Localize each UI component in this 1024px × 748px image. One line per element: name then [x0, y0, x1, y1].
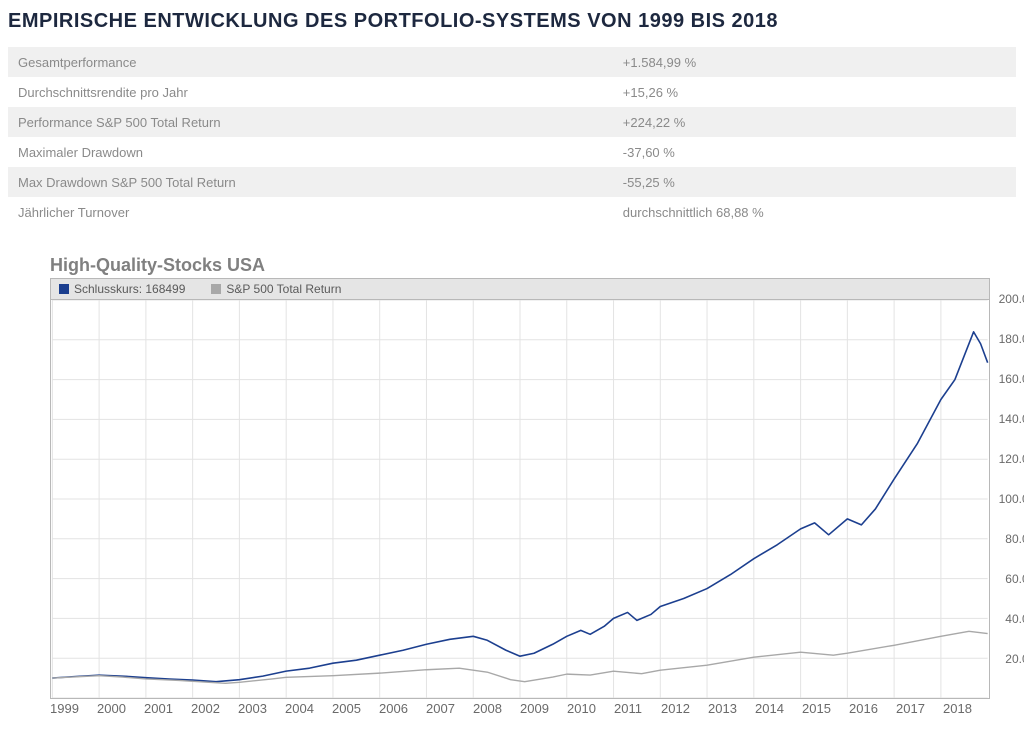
- x-tick-label: 2011: [614, 701, 661, 716]
- x-tick-label: 2002: [191, 701, 238, 716]
- x-tick-label: 2005: [332, 701, 379, 716]
- legend-swatch: [59, 284, 69, 294]
- metrics-value: -37,60 %: [613, 137, 1016, 167]
- x-tick-label: 2000: [97, 701, 144, 716]
- y-tick-label: 120.000: [999, 452, 1024, 466]
- chart-title: High-Quality-Stocks USA: [50, 255, 1016, 276]
- metrics-row: Maximaler Drawdown-37,60 %: [8, 137, 1016, 167]
- y-tick-label: 60.000: [1005, 572, 1024, 586]
- metrics-value: durchschnittlich 68,88 %: [613, 197, 1016, 227]
- x-tick-label: 2001: [144, 701, 191, 716]
- x-tick-label: 1999: [50, 701, 97, 716]
- metrics-row: Jährlicher Turnoverdurchschnittlich 68,8…: [8, 197, 1016, 227]
- y-tick-label: 100.000: [999, 492, 1024, 506]
- y-tick-label: 80.000: [1005, 532, 1024, 546]
- chart-legend: Schlusskurs: 168499 S&P 500 Total Return: [50, 278, 990, 299]
- metrics-label: Max Drawdown S&P 500 Total Return: [8, 167, 613, 197]
- x-axis-labels: 1999200020012002200320042005200620072008…: [50, 701, 990, 716]
- x-tick-label: 2008: [473, 701, 520, 716]
- y-tick-label: 140.000: [999, 412, 1024, 426]
- metrics-value: -55,25 %: [613, 167, 1016, 197]
- x-tick-label: 2004: [285, 701, 332, 716]
- legend-item: S&P 500 Total Return: [211, 282, 341, 296]
- y-tick-label: 20.000: [1005, 652, 1024, 666]
- metrics-row: Durchschnittsrendite pro Jahr+15,26 %: [8, 77, 1016, 107]
- legend-item: Schlusskurs: 168499: [59, 282, 185, 296]
- chart-container: High-Quality-Stocks USA Schlusskurs: 168…: [8, 255, 1016, 716]
- y-tick-label: 200.000: [999, 292, 1024, 306]
- chart-plot: [50, 299, 990, 699]
- x-tick-label: 2012: [661, 701, 708, 716]
- x-tick-label: 2006: [379, 701, 426, 716]
- y-tick-label: 160.000: [999, 372, 1024, 386]
- metrics-label: Maximaler Drawdown: [8, 137, 613, 167]
- metrics-row: Gesamtperformance+1.584,99 %: [8, 47, 1016, 77]
- x-tick-label: 2017: [896, 701, 943, 716]
- legend-label: Schlusskurs: 168499: [74, 282, 185, 296]
- metrics-table: Gesamtperformance+1.584,99 %Durchschnitt…: [8, 47, 1016, 227]
- y-tick-label: 180.000: [999, 332, 1024, 346]
- metrics-label: Gesamtperformance: [8, 47, 613, 77]
- legend-label: S&P 500 Total Return: [226, 282, 341, 296]
- y-tick-label: 40.000: [1005, 612, 1024, 626]
- x-tick-label: 2015: [802, 701, 849, 716]
- x-tick-label: 2016: [849, 701, 896, 716]
- metrics-label: Durchschnittsrendite pro Jahr: [8, 77, 613, 107]
- x-tick-label: 2010: [567, 701, 614, 716]
- x-tick-label: 2007: [426, 701, 473, 716]
- metrics-label: Jährlicher Turnover: [8, 197, 613, 227]
- x-tick-label: 2018: [943, 701, 990, 716]
- page-title: EMPIRISCHE ENTWICKLUNG DES PORTFOLIO-SYS…: [8, 10, 1016, 33]
- legend-swatch: [211, 284, 221, 294]
- metrics-value: +1.584,99 %: [613, 47, 1016, 77]
- x-tick-label: 2003: [238, 701, 285, 716]
- metrics-value: +15,26 %: [613, 77, 1016, 107]
- metrics-value: +224,22 %: [613, 107, 1016, 137]
- metrics-label: Performance S&P 500 Total Return: [8, 107, 613, 137]
- x-tick-label: 2014: [755, 701, 802, 716]
- metrics-row: Performance S&P 500 Total Return+224,22 …: [8, 107, 1016, 137]
- x-tick-label: 2009: [520, 701, 567, 716]
- metrics-row: Max Drawdown S&P 500 Total Return-55,25 …: [8, 167, 1016, 197]
- x-tick-label: 2013: [708, 701, 755, 716]
